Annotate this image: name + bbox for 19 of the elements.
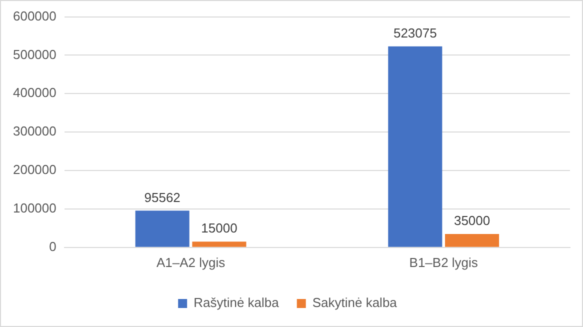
data-label: 95562	[144, 190, 180, 205]
bar	[192, 242, 246, 247]
y-tick-label: 0	[49, 238, 56, 254]
bar	[445, 234, 500, 247]
y-tick-label: 600000	[12, 8, 56, 24]
x-tick-label: B1–B2 lygis	[409, 254, 478, 270]
legend-label: Sakytinė kalba	[312, 295, 398, 310]
bar	[135, 210, 190, 247]
y-tick-label: 500000	[12, 46, 56, 62]
legend-label: Rašytinė kalba	[194, 295, 280, 310]
data-label: 523075	[393, 25, 437, 40]
x-tick-label: A1–A2 lygis	[156, 254, 226, 270]
y-tick-label: 400000	[12, 85, 56, 100]
bar	[388, 46, 442, 247]
y-tick-label: 100000	[12, 200, 56, 216]
y-tick-label: 200000	[12, 162, 56, 178]
y-tick-label: 300000	[12, 124, 56, 139]
data-label: 15000	[201, 220, 238, 236]
data-label: 35000	[454, 213, 490, 228]
